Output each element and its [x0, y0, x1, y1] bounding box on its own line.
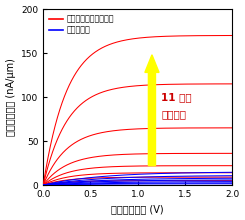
Text: 駆動電流: 駆動電流 — [161, 110, 186, 120]
Y-axis label: ドレイン電流 (nA/μm): ドレイン電流 (nA/μm) — [6, 58, 15, 136]
Legend: 新技術を利用した場合, 通常の場合: 新技術を利用した場合, 通常の場合 — [47, 13, 116, 36]
FancyArrow shape — [145, 55, 159, 166]
X-axis label: ドレイン電圧 (V): ドレイン電圧 (V) — [111, 204, 164, 214]
Text: 11 倍の: 11 倍の — [161, 92, 192, 102]
